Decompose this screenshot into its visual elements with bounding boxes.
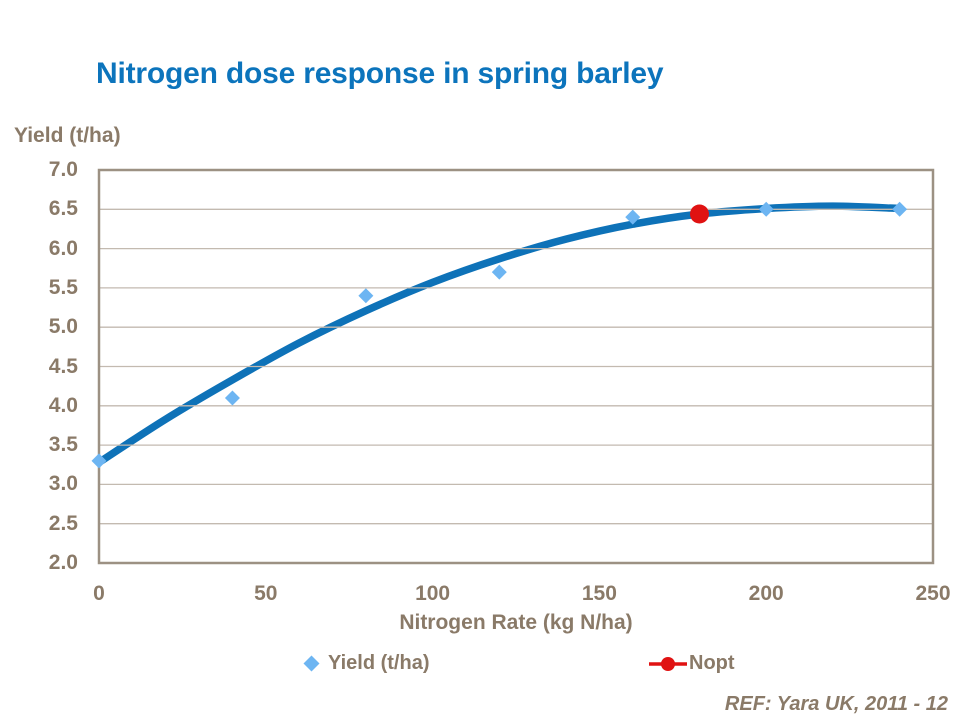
legend-item-nopt: Nopt [649, 652, 735, 675]
y-tick-label: 4.5 [48, 354, 78, 378]
legend-label-yield: Yield (t/ha) [328, 652, 430, 674]
y-tick-label: 2.0 [48, 551, 78, 574]
response-curve [95, 202, 904, 467]
nopt-data-point [689, 204, 709, 224]
y-tick-label: 3.5 [48, 433, 78, 457]
y-tick-label: 6.0 [48, 236, 78, 260]
plot-frame [97, 168, 935, 565]
yield-data-point [892, 201, 908, 217]
y-tick-label: 3.0 [48, 472, 78, 496]
y-axis-title: Yield (t/ha) [14, 124, 121, 147]
page-title: Nitrogen dose response in spring barley [96, 57, 664, 90]
yield-diamond-icon [303, 655, 320, 672]
yield-data-point [91, 453, 107, 469]
nopt-line-circle-icon [649, 656, 687, 671]
y-tick-label: 4.0 [48, 393, 78, 417]
x-tick-label: 0 [93, 582, 105, 605]
x-tick-label: 50 [254, 582, 278, 605]
yield-data-point [358, 288, 374, 304]
y-tick-label: 5.0 [48, 315, 78, 339]
x-tick-label: 100 [415, 582, 451, 605]
x-tick-label: 250 [915, 582, 951, 605]
yield-data-point [758, 201, 774, 217]
y-tick-label: 5.5 [48, 275, 78, 299]
y-tick-label: 7.0 [48, 158, 78, 181]
y-tick-label: 2.5 [48, 511, 78, 535]
reference-text: REF: Yara UK, 2011 - 12 [724, 693, 948, 715]
x-tick-label: 200 [748, 582, 784, 605]
legend-label-nopt: Nopt [689, 652, 735, 674]
y-tick-label: 6.5 [48, 197, 78, 221]
yield-data-point [625, 209, 641, 225]
legend-item-yield: Yield (t/ha) [303, 652, 429, 675]
x-axis-title: Nitrogen Rate (kg N/ha) [399, 611, 633, 634]
yield-data-point [224, 390, 240, 406]
x-tick-label: 150 [581, 582, 617, 605]
yield-data-point [491, 264, 507, 280]
